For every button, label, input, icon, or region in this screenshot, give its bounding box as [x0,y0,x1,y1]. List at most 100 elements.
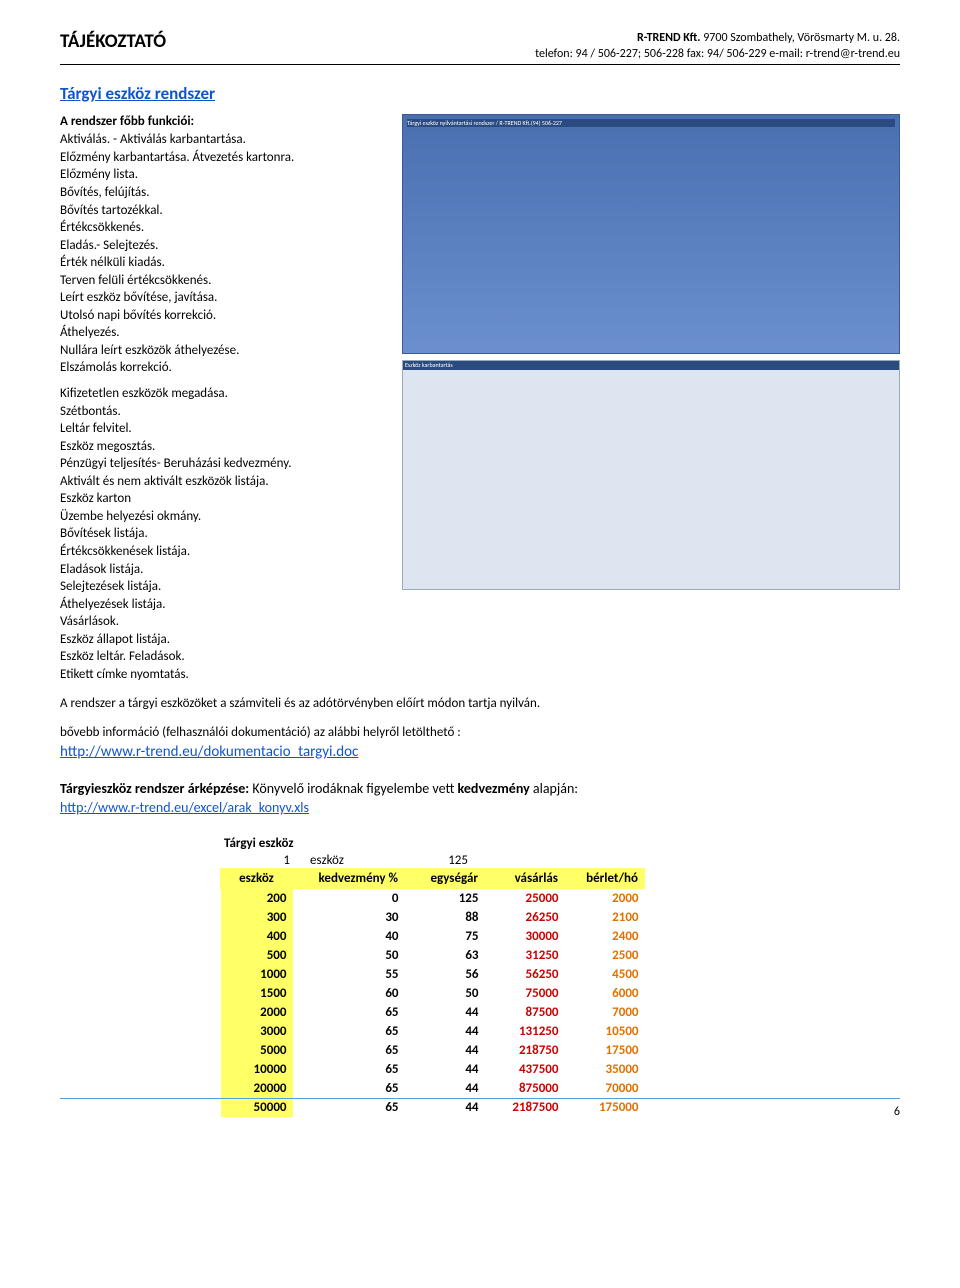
pricing-meta-row: 1 eszköz 125 [220,853,900,868]
cell-egysegar: 44 [405,1041,485,1060]
cell-kedvezmeny: 65 [293,1079,405,1098]
cell-kedvezmeny: 50 [293,946,405,965]
functions-column: A rendszer főbb funkciói: Aktiválás. - A… [60,114,390,683]
cell-egysegar: 63 [405,946,485,965]
pricing-row: 3000654413125010500 [221,1022,645,1041]
document-header: TÁJÉKOZTATÓ R-TREND Kft. 9700 Szombathel… [60,30,900,65]
function-item: Értékcsökkenések listája. [60,543,390,561]
col-eszkoz: eszköz [221,869,293,889]
pricing-label: Tárgyi eszköz [220,836,900,851]
pricing-row: 4004075300002400 [221,927,645,946]
cell-eszkoz: 10000 [221,1060,293,1079]
system-title-link[interactable]: Tárgyi eszköz rendszer [60,83,900,104]
pricing-excel-link[interactable]: http://www.r-trend.eu/excel/arak_konyv.x… [60,799,309,816]
pricing-meta-count: 1 [220,853,310,868]
cell-kedvezmeny: 0 [293,889,405,909]
page-number: 6 [894,1105,900,1119]
company-info: R-TREND Kft. 9700 Szombathely, Vörösmart… [535,30,900,62]
cell-vasarlas: 131250 [485,1022,565,1041]
pricing-row: 2000125250002000 [221,889,645,909]
function-item: Érték nélküli kiadás. [60,254,390,272]
cell-eszkoz: 5000 [221,1041,293,1060]
pricing-heading-text1: Könyvelő irodáknak figyelembe vett [249,780,457,797]
pricing-row: 3003088262502100 [221,908,645,927]
pricing-row: 20000654487500070000 [221,1079,645,1098]
col-vasarlas: vásárlás [485,869,565,889]
col-kedvezmeny: kedvezmény % [293,869,405,889]
cell-egysegar: 50 [405,984,485,1003]
cell-eszkoz: 200 [221,889,293,909]
cell-vasarlas: 2187500 [485,1098,565,1117]
pricing-row: 5000654421875017500 [221,1041,645,1060]
cell-vasarlas: 26250 [485,908,565,927]
function-item: Áthelyezés. [60,324,390,342]
function-item: Eladások listája. [60,561,390,579]
function-item: Bővítések listája. [60,525,390,543]
pricing-meta-unit: eszköz [310,853,403,868]
body-p2: bővebb információ (felhasználói dokument… [60,724,900,742]
cell-eszkoz: 300 [221,908,293,927]
col-egysegar: egységár [405,869,485,889]
cell-kedvezmeny: 30 [293,908,405,927]
cell-eszkoz: 3000 [221,1022,293,1041]
company-contact: telefon: 94 / 506-227; 506-228 fax: 94/ … [535,46,900,62]
cell-vasarlas: 218750 [485,1041,565,1060]
cell-berlet: 10500 [565,1022,645,1041]
function-item: Eladás.- Selejtezés. [60,237,390,255]
cell-berlet: 35000 [565,1060,645,1079]
cell-berlet: 4500 [565,965,645,984]
function-item: Leírt eszköz bővítése, javítása. [60,289,390,307]
cell-kedvezmeny: 40 [293,927,405,946]
cell-kedvezmeny: 65 [293,1098,405,1117]
col-berlet: bérlet/hó [565,869,645,889]
pricing-row: 20006544875007000 [221,1003,645,1022]
cell-egysegar: 56 [405,965,485,984]
cell-kedvezmeny: 60 [293,984,405,1003]
function-item: Előzmény karbantartása. Átvezetés karton… [60,149,390,167]
pricing-row: 10000654443750035000 [221,1060,645,1079]
cell-berlet: 2400 [565,927,645,946]
pricing-heading-bold2: kedvezmény [458,780,530,797]
cell-eszkoz: 500 [221,946,293,965]
function-item: Leltár felvitel. [60,420,390,438]
pricing-row: 10005556562504500 [221,965,645,984]
function-item: Aktiválás. - Aktiválás karbantartása. [60,131,390,149]
function-item: Áthelyezések listája. [60,596,390,614]
app-screenshot-2: Eszköz karbantartás [402,360,900,590]
function-item: Eszköz leltár. Feladások. [60,648,390,666]
body-p1: A rendszer a tárgyi eszközöket a számvit… [60,695,900,713]
cell-vasarlas: 75000 [485,984,565,1003]
function-item: Kifizetetlen eszközök megadása. [60,385,390,403]
function-item: Selejtezések listája. [60,578,390,596]
pricing-meta-price: 125 [403,853,488,868]
cell-egysegar: 44 [405,1003,485,1022]
cell-eszkoz: 1000 [221,965,293,984]
pricing-row: 5000065442187500175000 [221,1098,645,1117]
cell-vasarlas: 31250 [485,946,565,965]
company-name: R-TREND Kft. [637,31,701,45]
cell-kedvezmeny: 65 [293,1060,405,1079]
cell-kedvezmeny: 65 [293,1022,405,1041]
doc-download-link[interactable]: http://www.r-trend.eu/dokumentacio_targy… [60,743,358,761]
pricing-header-row: eszköz kedvezmény % egységár vásárlás bé… [221,869,645,889]
pricing-row: 5005063312502500 [221,946,645,965]
cell-vasarlas: 25000 [485,889,565,909]
cell-kedvezmeny: 65 [293,1041,405,1060]
cell-vasarlas: 437500 [485,1060,565,1079]
cell-eszkoz: 50000 [221,1098,293,1117]
function-item: Eszköz karton [60,490,390,508]
function-item: Eszköz megosztás. [60,438,390,456]
cell-vasarlas: 56250 [485,965,565,984]
screenshots-column: Tárgyi eszköz nyilvántartási rendszer / … [402,114,900,590]
cell-berlet: 70000 [565,1079,645,1098]
cell-berlet: 2000 [565,889,645,909]
app-screenshot-1: Tárgyi eszköz nyilvántartási rendszer / … [402,114,900,354]
cell-egysegar: 125 [405,889,485,909]
function-item: Nullára leírt eszközök áthelyezése. [60,342,390,360]
pricing-heading-bold1: Tárgyieszköz rendszer árképzése: [60,780,249,797]
cell-berlet: 175000 [565,1098,645,1117]
function-item: Etikett címke nyomtatás. [60,666,390,684]
company-address: 9700 Szombathely, Vörösmarty M. u. 28. [701,31,901,45]
cell-berlet: 7000 [565,1003,645,1022]
cell-egysegar: 88 [405,908,485,927]
